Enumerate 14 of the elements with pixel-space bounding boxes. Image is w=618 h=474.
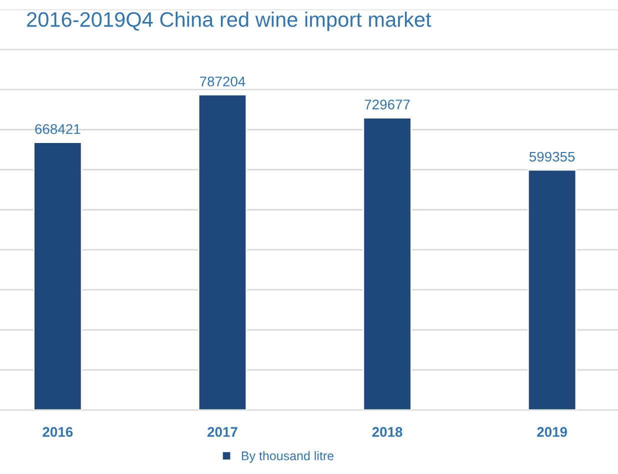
bar xyxy=(362,117,412,410)
data-label: 729677 xyxy=(364,100,410,110)
x-tick-label: 2016 xyxy=(42,427,73,437)
x-tick-label: 2019 xyxy=(537,427,568,437)
bar xyxy=(527,169,577,410)
chart-title: 2016-2019Q4 China red wine import market xyxy=(27,12,432,32)
data-label: 787204 xyxy=(200,76,246,86)
data-label: 599355 xyxy=(529,152,575,162)
bar xyxy=(33,142,82,410)
data-label: 668421 xyxy=(35,124,80,134)
bar xyxy=(198,94,248,410)
x-tick-label: 2017 xyxy=(208,427,238,437)
x-tick-label: 2018 xyxy=(372,427,402,437)
legend-label: By thousand litre xyxy=(242,451,334,463)
